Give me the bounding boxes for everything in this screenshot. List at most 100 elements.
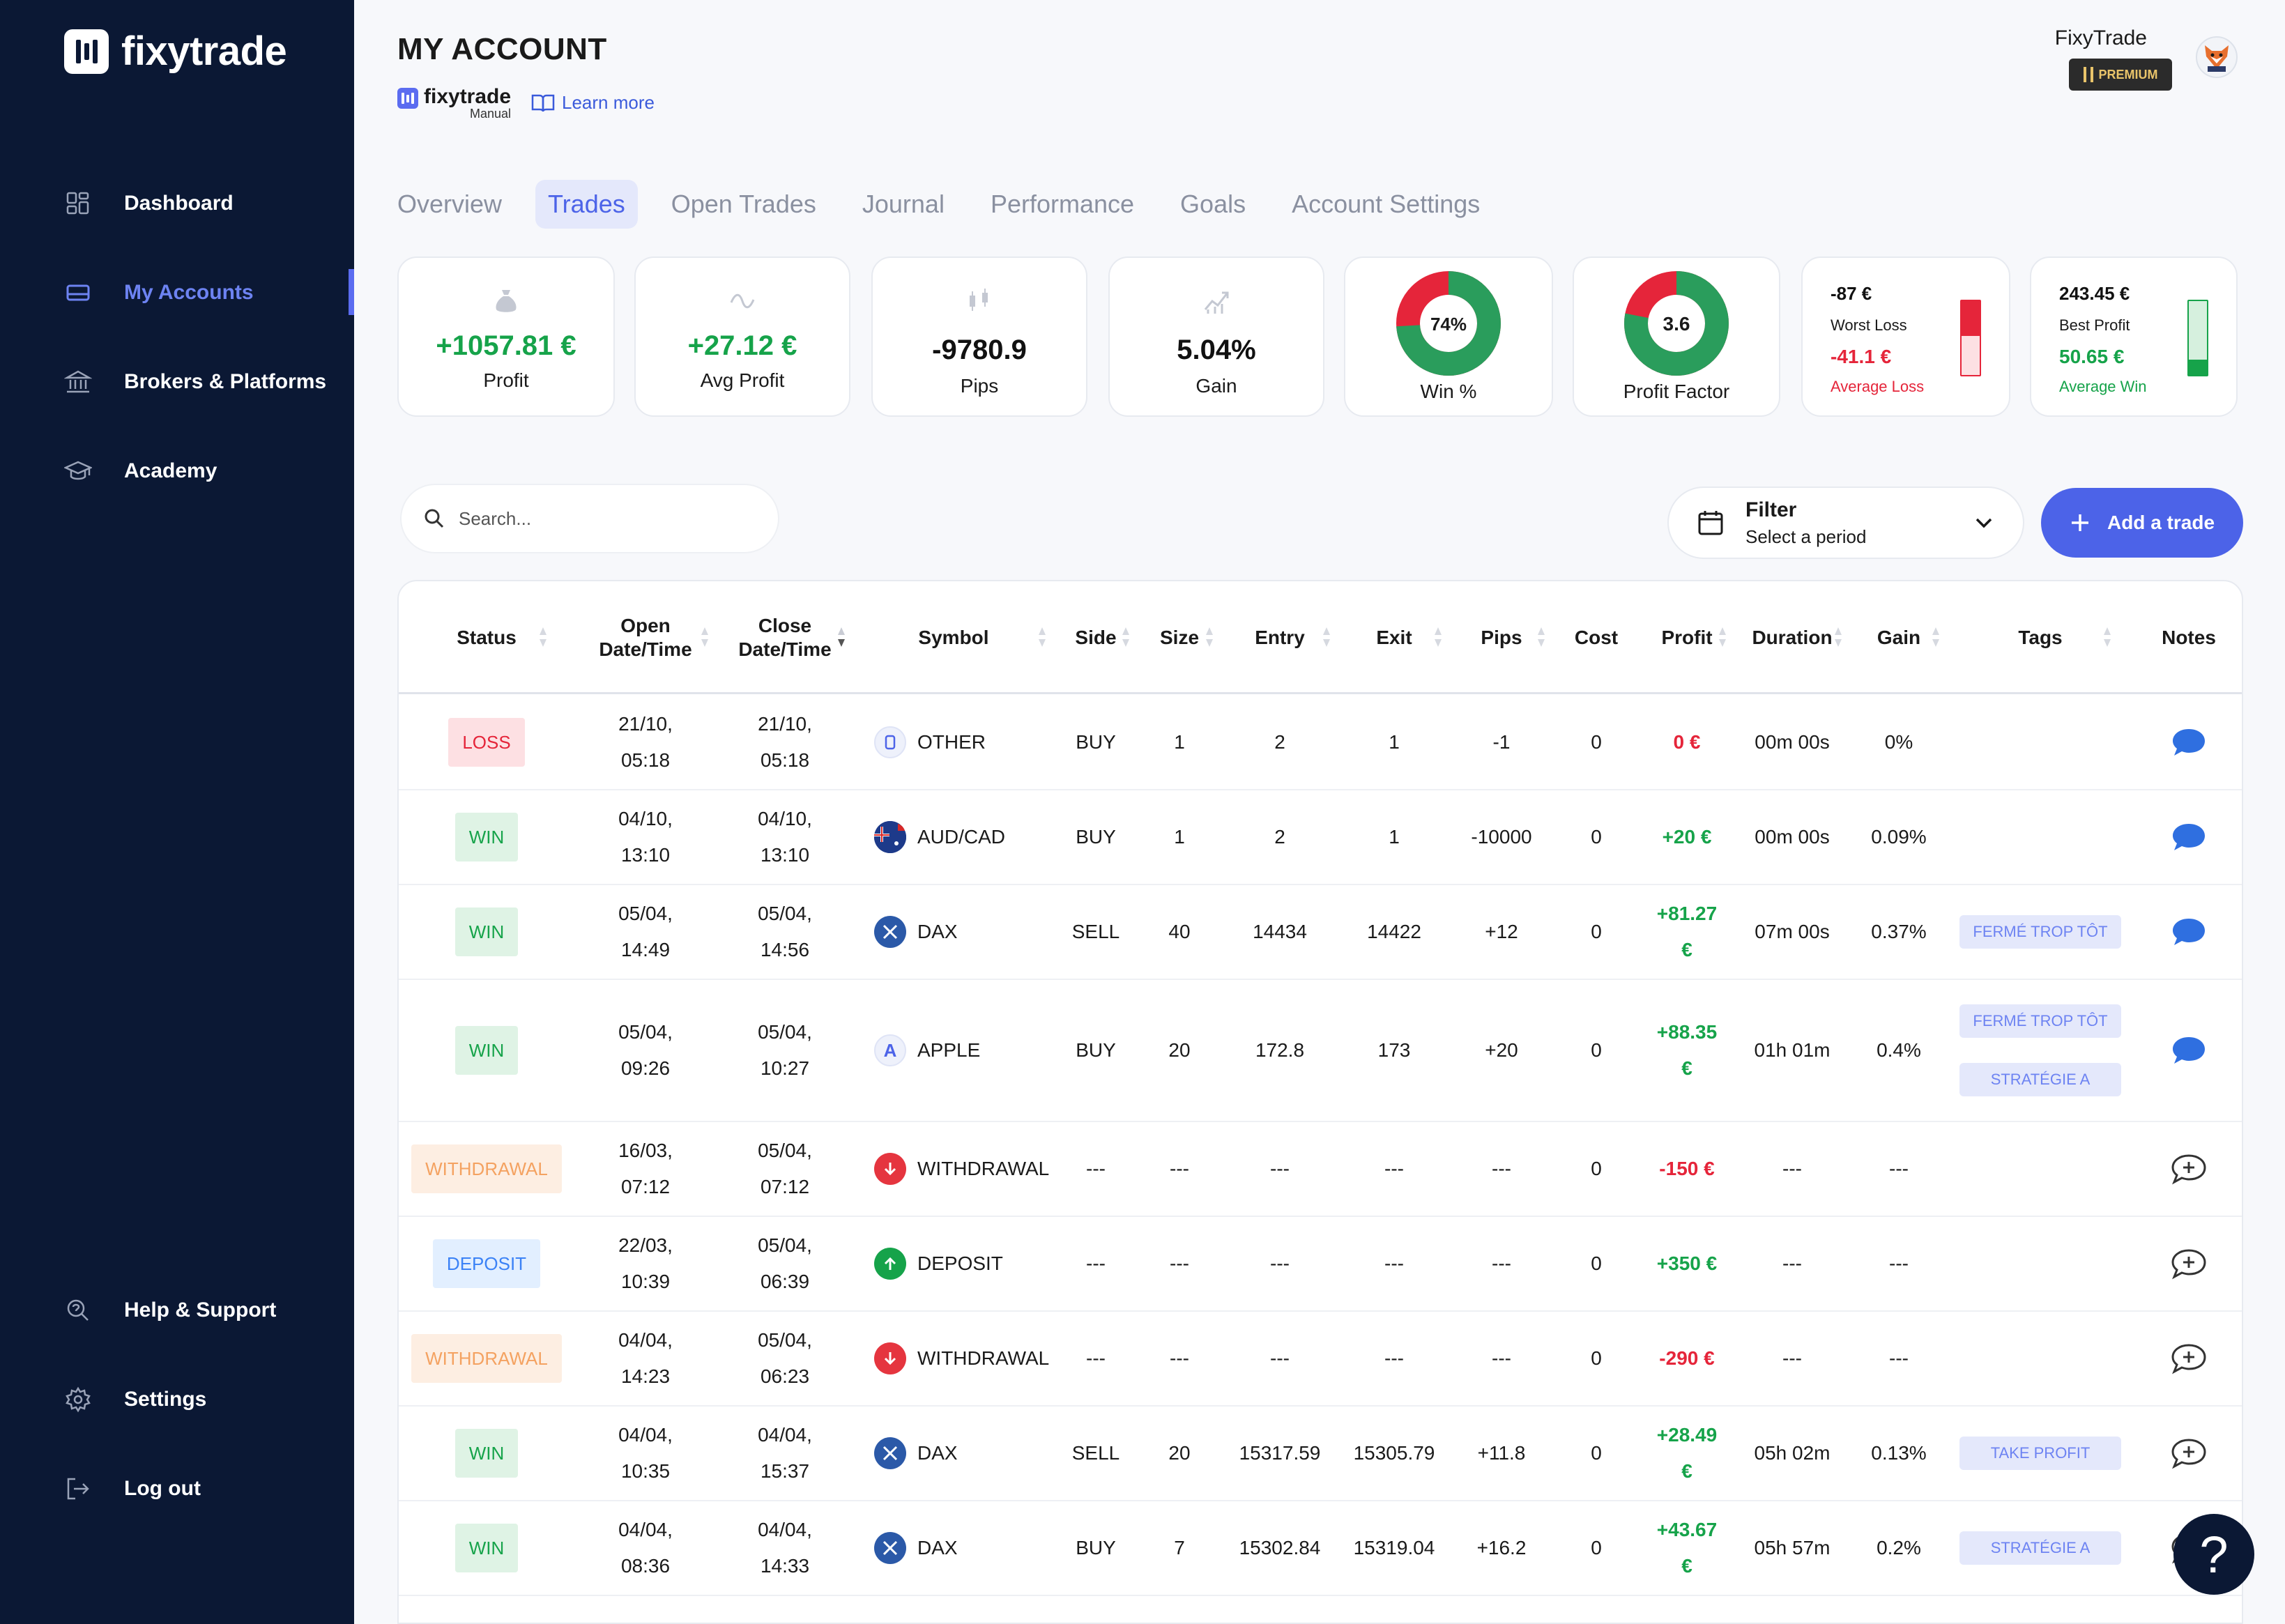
sidebar-item-label: Academy	[124, 459, 217, 482]
trade-tag[interactable]: TAKE PROFIT	[1959, 1437, 2121, 1470]
cell-cost: 0	[1591, 1039, 1602, 1061]
avatar[interactable]	[2196, 36, 2238, 78]
sort-icon[interactable]	[1322, 626, 1331, 648]
trade-tag[interactable]: FERMÉ TROP TÔT	[1959, 915, 2121, 949]
column-header-close[interactable]: Close Date/Time	[717, 581, 853, 694]
cell-open: 21/10, 05:18	[618, 713, 673, 771]
tab-overview[interactable]: Overview	[397, 190, 503, 218]
cell-notes	[2133, 1407, 2242, 1500]
add-note-icon[interactable]	[2171, 1342, 2207, 1374]
symbol-name: WITHDRAWAL	[917, 1158, 1050, 1179]
column-header-exit[interactable]: Exit	[1338, 581, 1450, 694]
cell-close: 04/10, 13:10	[758, 808, 812, 866]
trade-tag[interactable]: STRATÉGIE A	[1959, 1063, 2121, 1096]
column-header-size[interactable]: Size	[1138, 581, 1221, 694]
avg-profit-label: Avg Profit	[700, 369, 785, 391]
add-note-icon[interactable]	[2171, 1248, 2207, 1280]
table-row[interactable]: WIN 04/04, 10:35 04/04, 15:37 DAX SELL 20 15317.…	[399, 1407, 2242, 1501]
column-header-cost[interactable]: Cost	[1553, 581, 1640, 694]
sort-icon[interactable]	[1205, 626, 1214, 648]
cell-status: DEPOSIT	[399, 1217, 574, 1310]
sidebar-item-logout[interactable]: Log out	[64, 1468, 201, 1510]
tab-account-settings[interactable]: Account Settings	[1292, 190, 1481, 218]
period-filter[interactable]: Filter Select a period	[1667, 487, 2024, 559]
tab-goals[interactable]: Goals	[1180, 190, 1246, 218]
tab-performance[interactable]: Performance	[990, 190, 1135, 218]
cell-status: WITHDRAWAL	[399, 1122, 574, 1216]
table-row[interactable]: WIN 05/04, 14:49 05/04, 14:56 DAX SELL 40 14434 1…	[399, 885, 2242, 980]
sidebar-item-label: Help & Support	[124, 1299, 277, 1322]
column-header-tags[interactable]: Tags	[1948, 581, 2133, 694]
cell-open: 05/04, 09:26	[618, 1021, 673, 1079]
add-note-icon[interactable]	[2171, 1437, 2207, 1469]
help-button[interactable]: ?	[2173, 1514, 2254, 1595]
sidebar-item-brokers[interactable]: Brokers & Platforms	[64, 361, 326, 403]
symbol-name: DAX	[917, 1537, 958, 1558]
learn-more-link[interactable]: Learn more	[531, 92, 655, 114]
cell-open: 05/04, 14:49	[618, 903, 673, 960]
column-header-gain[interactable]: Gain	[1850, 581, 1948, 694]
tab-open-trades[interactable]: Open Trades	[671, 190, 816, 218]
cell-size: ---	[1170, 1158, 1189, 1179]
cell-cost: 0	[1591, 1537, 1602, 1558]
sort-icon[interactable]	[836, 626, 846, 648]
app-logo[interactable]: fixytrade	[64, 28, 287, 75]
chat-bubble-icon[interactable]	[2171, 821, 2207, 853]
cell-symbol: OTHER	[874, 696, 1054, 789]
column-header-pips[interactable]: Pips	[1450, 581, 1553, 694]
search-input[interactable]	[459, 507, 751, 530]
sort-icon[interactable]	[2102, 626, 2112, 648]
cell-pips: +12	[1485, 921, 1518, 942]
cell-profit: -150 €	[1659, 1158, 1715, 1179]
column-header-profit[interactable]: Profit	[1640, 581, 1734, 694]
sort-icon[interactable]	[1833, 626, 1843, 648]
column-header-side[interactable]: Side	[1054, 581, 1138, 694]
table-row[interactable]: WITHDRAWAL 04/04, 14:23 05/04, 06:23 WITHDRAW…	[399, 1312, 2242, 1407]
sort-icon[interactable]	[1037, 626, 1047, 648]
chat-bubble-icon[interactable]	[2171, 1034, 2207, 1066]
table-row[interactable]: WIN 05/04, 09:26 05/04, 10:27 A APPLE BUY 20 172.…	[399, 980, 2242, 1122]
sidebar-item-help-support[interactable]: Help & Support	[64, 1289, 276, 1331]
column-header-entry[interactable]: Entry	[1221, 581, 1338, 694]
column-header-notes[interactable]: Notes	[2133, 581, 2242, 694]
dashboard-icon	[66, 192, 89, 215]
table-row[interactable]: WIN 04/10, 13:10 04/10, 13:10 AUD/CAD BUY 1 2 1 -1…	[399, 790, 2242, 885]
trade-tag[interactable]: FERMÉ TROP TÔT	[1959, 1004, 2121, 1038]
sidebar-item-settings[interactable]: Settings	[64, 1379, 206, 1420]
status-badge: WITHDRAWAL	[411, 1144, 562, 1193]
table-row[interactable]: LOSS 21/10, 05:18 21/10, 05:18 OTHER BUY 1 2 1 -1 0…	[399, 696, 2242, 790]
column-header-status[interactable]: Status	[399, 581, 574, 694]
cell-side: SELL	[1071, 921, 1120, 942]
add-trade-button[interactable]: Add a trade	[2041, 488, 2243, 558]
calendar-icon	[1698, 511, 1723, 535]
chat-bubble-icon[interactable]	[2171, 916, 2207, 948]
sidebar-item-label: My Accounts	[124, 281, 254, 304]
sort-icon[interactable]	[1931, 626, 1941, 648]
table-row[interactable]: WITHDRAWAL 16/03, 07:12 05/04, 07:12 WITHDRAW…	[399, 1122, 2242, 1217]
column-header-label: Exit	[1376, 627, 1412, 648]
trade-tag[interactable]: STRATÉGIE A	[1959, 1531, 2121, 1565]
column-header-duration[interactable]: Duration	[1734, 581, 1850, 694]
sort-icon[interactable]	[1536, 626, 1546, 648]
column-header-label: Tags	[2018, 627, 2063, 648]
sidebar-item-my-accounts[interactable]: My Accounts	[64, 272, 254, 314]
column-header-open[interactable]: Open Date/Time	[574, 581, 717, 694]
graduation-cap-icon	[64, 461, 92, 480]
table-row[interactable]: DEPOSIT 22/03, 10:39 05/04, 06:39 DEPOSIT --- -…	[399, 1217, 2242, 1312]
chat-bubble-icon[interactable]	[2171, 726, 2207, 758]
tab-trades[interactable]: Trades	[535, 180, 638, 229]
sidebar-item-dashboard[interactable]: Dashboard	[64, 183, 234, 224]
cell-exit: 15305.79	[1353, 1442, 1435, 1464]
tab-journal[interactable]: Journal	[862, 190, 945, 218]
sort-icon[interactable]	[1433, 626, 1443, 648]
add-note-icon[interactable]	[2171, 1153, 2207, 1185]
sort-icon[interactable]	[1121, 626, 1131, 648]
sidebar-item-academy[interactable]: Academy	[64, 450, 217, 492]
bank-icon	[64, 370, 92, 393]
sort-icon[interactable]	[538, 626, 548, 648]
column-header-symbol[interactable]: Symbol	[853, 581, 1054, 694]
table-row[interactable]: WIN 04/04, 08:36 04/04, 14:33 DAX BUY 7 15302.84…	[399, 1501, 2242, 1596]
profit-factor-label: Profit Factor	[1623, 381, 1730, 402]
sort-icon[interactable]	[700, 626, 710, 648]
sort-icon[interactable]	[1718, 626, 1727, 648]
